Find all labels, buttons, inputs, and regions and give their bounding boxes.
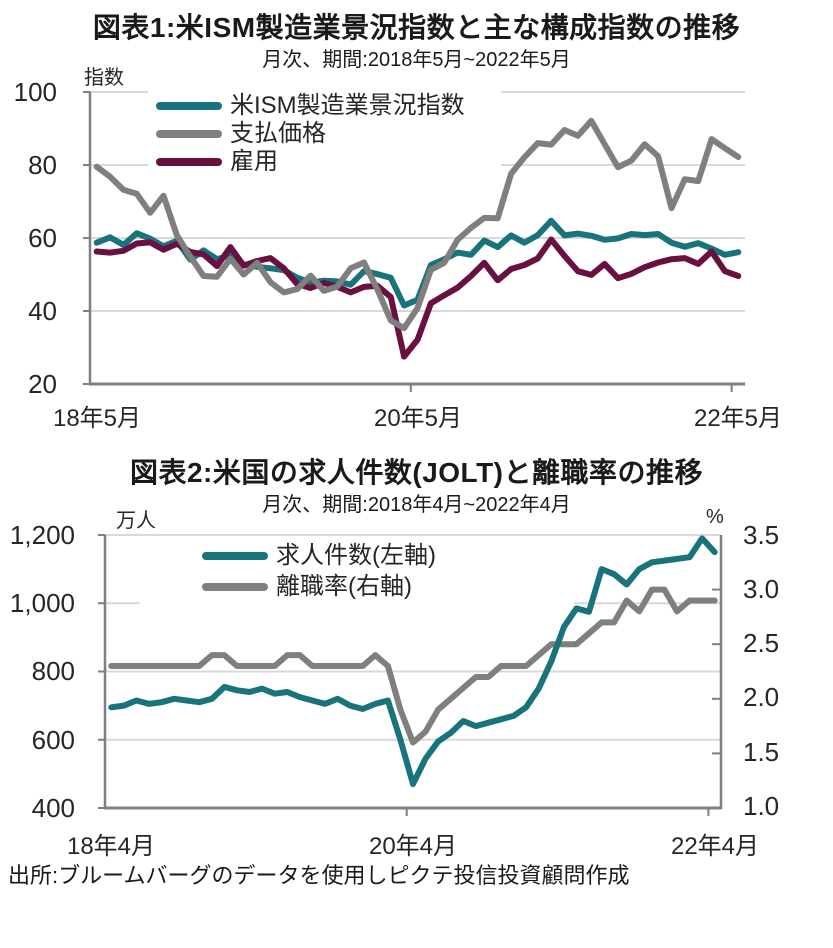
chart2-xtick: 22年4月	[670, 833, 760, 860]
chart2-left-axis-unit: 万人	[116, 510, 156, 532]
legend-item: 離職率(右軸)	[202, 571, 574, 602]
legend-item: 雇用	[156, 148, 501, 176]
chart2-right-ytick: 2.0	[743, 682, 780, 712]
ism-series-swatch	[156, 102, 222, 110]
chart1-y-axis-unit: 指数	[84, 67, 124, 89]
chart2-right-ytick: 1.0	[743, 791, 780, 821]
employment-series-swatch	[156, 158, 222, 166]
chart2-right-ytick: 2.5	[743, 628, 780, 658]
chart2-left-ytick: 1,200	[9, 520, 75, 550]
chart1-ytick: 40	[28, 296, 57, 326]
quit-rate-series-swatch	[202, 582, 268, 591]
chart1-ytick: 80	[28, 150, 57, 180]
chart2-left-ytick: 800	[31, 656, 75, 686]
legend-label: 離職率(右軸)	[276, 572, 412, 600]
chart2-right-ytick: 1.5	[743, 737, 780, 767]
chart2-subtitle: 月次、期間:2018年4月~2022年4月	[262, 494, 571, 516]
prices-paid-series-swatch	[156, 130, 222, 138]
source-note: 出所:ブルームバーグのデータを使用しピクテ投信投資顧問作成	[8, 863, 630, 888]
chart2-left-ytick: 1,000	[9, 588, 75, 618]
chart2-right-ytick: 3.0	[743, 574, 780, 604]
legend-item: 求人件数(左軸)	[202, 540, 574, 571]
chart2-left-ytick: 400	[31, 793, 75, 823]
legend-item: 米ISM製造業景況指数	[156, 92, 501, 120]
chart1-title: 図表1:米ISM製造業景況指数と主な構成指数の推移	[92, 12, 741, 43]
chart2-title: 図表2:米国の求人件数(JOLT)と離職率の推移	[129, 457, 704, 488]
chart1-legend: 米ISM製造業景況指数 支払価格 雇用	[148, 91, 501, 179]
chart2-xtick: 20年4月	[368, 833, 458, 860]
chart1-ytick: 60	[28, 223, 57, 253]
chart2-left-ytick: 600	[31, 725, 75, 755]
chart2-right-axis-unit: %	[706, 506, 724, 528]
chart1-ytick: 100	[13, 77, 57, 107]
legend-label: 雇用	[230, 148, 278, 175]
chart1-plot	[83, 91, 745, 392]
legend-label: 米ISM製造業景況指数	[230, 92, 465, 119]
chart2-xtick: 18年4月	[66, 833, 156, 860]
legend-item: 支払価格	[156, 120, 501, 148]
chart1-xtick: 20年5月	[373, 405, 463, 432]
legend-label: 求人件数(左軸)	[276, 541, 436, 569]
chart1-xtick: 18年5月	[52, 405, 142, 432]
chart1-ytick: 20	[28, 369, 57, 399]
chart1-xtick: 22年5月	[693, 405, 783, 432]
chart2-legend: 求人件数(左軸) 離職率(右軸)	[140, 537, 574, 606]
chart1-subtitle: 月次、期間:2018年5月~2022年5月	[262, 49, 571, 71]
job-openings-series-swatch	[202, 551, 268, 560]
chart2-right-ytick: 3.5	[743, 520, 780, 550]
legend-label: 支払価格	[230, 120, 326, 147]
